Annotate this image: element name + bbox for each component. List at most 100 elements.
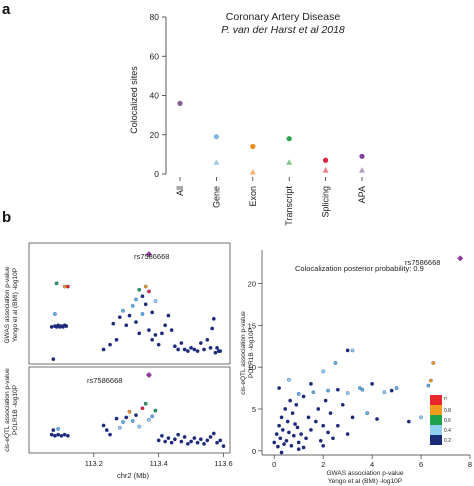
x-tick-label: 4 xyxy=(370,460,374,469)
snp-point xyxy=(169,328,174,332)
lead-snp-marker xyxy=(457,255,464,262)
snp-point xyxy=(108,342,112,347)
snp-point xyxy=(365,411,370,416)
y-tick-label: 20 xyxy=(150,130,160,140)
legend-swatch-lightblue xyxy=(430,425,442,435)
snp-point xyxy=(205,337,210,342)
snp-point xyxy=(287,430,291,435)
y-tick-label: 0 xyxy=(252,447,256,456)
legend-tick-label: 0.8 xyxy=(444,408,451,414)
snp-point xyxy=(276,444,280,449)
snp-point xyxy=(114,416,119,421)
snp-point xyxy=(53,433,57,438)
snp-point xyxy=(306,415,311,420)
data-marks xyxy=(49,372,226,448)
snp-point xyxy=(426,383,431,388)
y-axis-label-2: POLR1B -log10P xyxy=(12,385,19,435)
snp-point xyxy=(321,423,326,428)
x-category-label: All xyxy=(175,186,185,196)
plot-frame xyxy=(28,366,231,454)
colocalized-sites-chart: Coronary Artery Disease P. van der Harst… xyxy=(129,11,367,226)
legend-swatch-orange xyxy=(430,405,442,415)
x-axis-label-2: Yengo et al (BMI) -log10P xyxy=(328,478,402,485)
snp-point xyxy=(49,325,54,329)
snp-point xyxy=(156,438,161,443)
snp-point xyxy=(173,344,177,349)
snp-point xyxy=(279,415,284,420)
snp-point xyxy=(394,386,399,390)
snp-point xyxy=(124,415,129,420)
snp-point xyxy=(59,433,64,438)
axis-ticks: 0 2 4 6 8 0 5 10 15 20 xyxy=(248,279,472,469)
snp-point xyxy=(208,435,213,439)
y-tick-label: 40 xyxy=(150,91,160,101)
snp-point xyxy=(121,420,125,424)
snp-point xyxy=(419,415,423,420)
snp-point xyxy=(140,406,145,411)
snp-point xyxy=(283,407,288,411)
lead-snp-marker xyxy=(145,251,152,258)
snp-point xyxy=(137,424,142,429)
snp-point xyxy=(179,341,184,345)
snp-point xyxy=(284,438,289,443)
snp-point xyxy=(150,414,155,419)
lead-snp-label: rs7586668 xyxy=(134,252,169,261)
legend-tick-label: 0.6 xyxy=(444,418,451,424)
triangle-exon xyxy=(249,169,256,175)
snp-point xyxy=(304,436,308,441)
snp-point xyxy=(336,423,340,428)
plot-frame xyxy=(28,242,231,365)
y-axis-ticks: 0 20 40 60 80 xyxy=(150,12,166,179)
snp-point xyxy=(274,432,279,436)
legend-swatch-green xyxy=(430,415,442,425)
snp-point xyxy=(313,419,318,424)
snp-point xyxy=(192,347,197,352)
y-axis-label: cis-eQTL association p-value xyxy=(4,368,11,452)
snp-point xyxy=(389,388,394,393)
snp-point xyxy=(153,299,158,303)
snp-point xyxy=(53,312,57,316)
snp-point xyxy=(290,411,295,416)
legend-swatch-navy xyxy=(430,435,442,445)
x-tick-label: 113.6 xyxy=(214,459,232,468)
snp-point xyxy=(350,348,355,353)
snp-point xyxy=(127,313,132,318)
triangle-gene xyxy=(213,159,220,165)
snp-point xyxy=(189,439,193,444)
x-tick-label: 0 xyxy=(272,460,276,469)
snp-point xyxy=(101,347,106,352)
dot-exon xyxy=(250,143,256,150)
snp-point xyxy=(114,337,119,342)
x-axis-ticks: 113.2 113.4 113.6 xyxy=(85,453,233,468)
snp-point xyxy=(56,432,61,437)
snp-point xyxy=(215,440,219,445)
snp-point xyxy=(163,323,168,328)
snp-point xyxy=(331,436,335,441)
x-tick-label: 8 xyxy=(468,460,472,469)
snp-point xyxy=(127,409,132,414)
snp-point xyxy=(221,444,226,448)
legend-tick-label: 0.4 xyxy=(444,428,451,434)
x-category-label: Splicing xyxy=(321,186,331,218)
snp-point xyxy=(360,387,365,392)
snp-point xyxy=(211,316,216,321)
snp-point xyxy=(218,349,223,353)
snp-point xyxy=(117,315,122,320)
snp-point xyxy=(375,417,379,421)
snp-point xyxy=(321,443,326,448)
snp-point xyxy=(66,284,70,289)
snp-point xyxy=(280,428,285,432)
snp-point xyxy=(134,297,138,302)
snp-point xyxy=(169,440,174,445)
x-tick-label: 2 xyxy=(321,460,325,469)
snp-point xyxy=(208,346,213,350)
snp-point xyxy=(309,428,313,432)
snp-point xyxy=(350,415,355,420)
snp-point xyxy=(299,432,304,436)
snp-point xyxy=(137,331,142,336)
snp-point xyxy=(173,437,177,442)
x-tick-label: 6 xyxy=(419,460,423,469)
y-tick-label: 15 xyxy=(248,321,256,330)
x-tick-label: 113.4 xyxy=(150,459,168,468)
